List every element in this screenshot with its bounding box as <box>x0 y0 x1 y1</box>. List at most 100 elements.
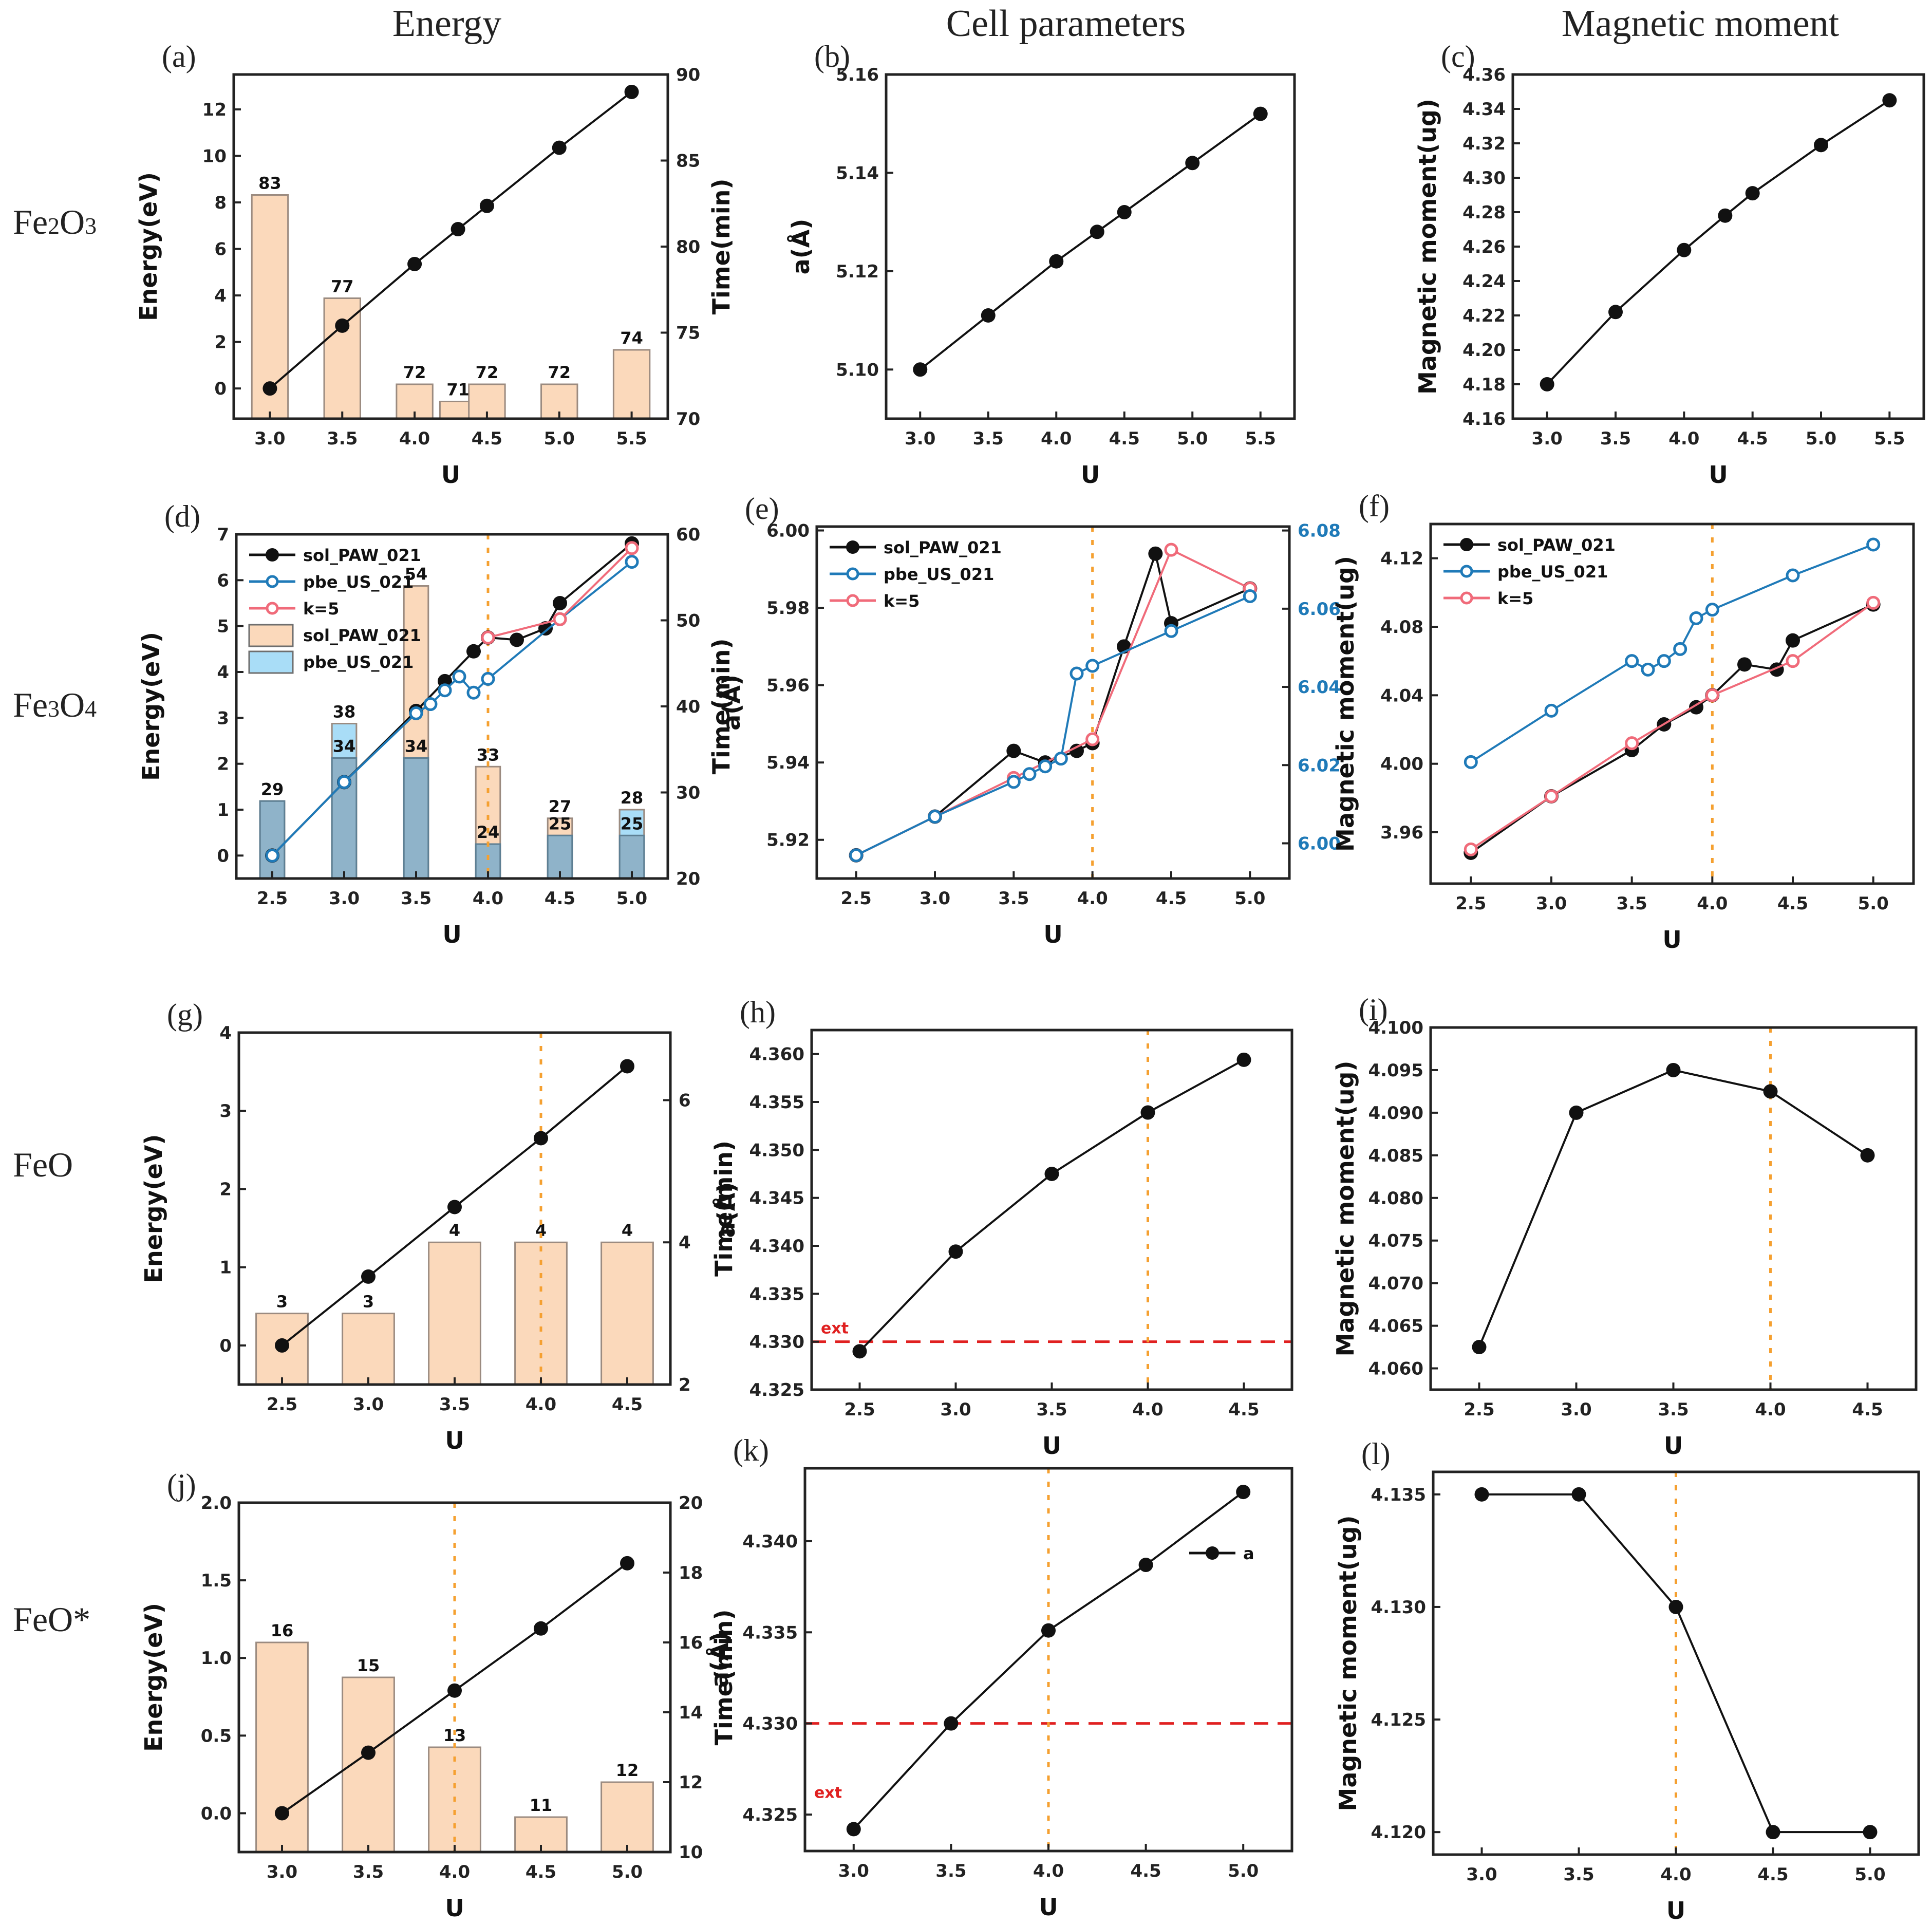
y2-tick-label: 50 <box>676 611 700 631</box>
chart-panel-e: (e) 2.5 3.0 3.5 4.0 4.5 5.0 5.92 5.94 5.96 5.98 6.0… <box>718 492 1341 948</box>
data-point <box>1786 654 1800 668</box>
y2-tick-label: 12 <box>679 1772 703 1793</box>
y-tick-label: 1 <box>217 800 229 820</box>
x-tick-label: 5.0 <box>1854 1864 1885 1885</box>
data-point <box>1866 595 1881 610</box>
y-tick-label: 4.16 <box>1462 409 1506 429</box>
bar-value-label: 72 <box>476 363 499 382</box>
y-axis-title: Magnetic moment(ug) <box>1414 99 1441 395</box>
data-point <box>534 1131 548 1146</box>
x-tick-label: 3.0 <box>1561 1399 1591 1420</box>
data-point <box>451 222 465 237</box>
bar-value-label: 83 <box>258 174 282 193</box>
panel-label: (j) <box>167 1468 196 1502</box>
panel-label: (k) <box>733 1433 769 1467</box>
x-tick-label: 5.0 <box>544 428 575 449</box>
bar-value-label: 27 <box>549 797 572 816</box>
y2-tick-label: 60 <box>676 525 700 545</box>
bar-value-label: 16 <box>271 1621 294 1640</box>
x-tick-label: 2.5 <box>1455 893 1486 914</box>
y2-axis-title: Time(min) <box>710 1141 738 1277</box>
y-tick-label: 0 <box>219 1336 232 1356</box>
bar-value-label: 72 <box>403 363 426 382</box>
bar-time <box>612 349 651 420</box>
panel-label: (f) <box>1359 489 1390 523</box>
y-tick-label: 4.28 <box>1462 202 1506 223</box>
legend-label: sol_PAW_021 <box>884 538 1002 557</box>
data-point <box>846 1822 861 1837</box>
y-tick-label: 4.04 <box>1380 685 1423 706</box>
row-label-1: Fe3O4 <box>13 685 97 724</box>
x-tick-label: 3.0 <box>353 1394 384 1415</box>
panel-label: (h) <box>740 995 776 1029</box>
y-tick-label: 3.96 <box>1380 823 1423 843</box>
data-point <box>625 541 639 555</box>
y-tick-label: 3 <box>219 1101 232 1122</box>
bar-value-label: 74 <box>620 328 643 348</box>
y-tick-label: 0 <box>217 846 229 866</box>
x-tick-label: 5.0 <box>616 888 647 909</box>
x-tick-label: 3.5 <box>353 1862 384 1882</box>
y2-tick-label: 6.00 <box>1298 834 1341 854</box>
y-tick-label: 4.085 <box>1368 1146 1423 1166</box>
data-point <box>466 644 481 659</box>
y-tick-label: 5.96 <box>766 676 810 696</box>
formula-part: O <box>60 202 85 241</box>
bar-value-label: 28 <box>621 788 644 808</box>
x-tick-label: 2.5 <box>844 1399 875 1420</box>
data-point <box>361 1269 376 1284</box>
y-tick-label: 4.350 <box>749 1140 804 1161</box>
data-point <box>1236 1485 1251 1500</box>
bar-value-label: 13 <box>443 1726 466 1745</box>
data-point <box>1185 156 1200 171</box>
y-tick-label: 8 <box>214 193 227 213</box>
x-tick-label: 5.0 <box>1858 893 1889 914</box>
x-tick-label: 5.0 <box>612 1862 643 1882</box>
data-point <box>1070 743 1084 758</box>
x-tick-label: 3.5 <box>1600 428 1631 449</box>
y-axis-title: Magnetic moment(ug) <box>1331 556 1359 852</box>
y-tick-label: 7 <box>217 525 229 545</box>
x-tick-label: 3.0 <box>254 428 285 449</box>
data-point <box>1608 305 1623 320</box>
y-tick-label: 4.345 <box>749 1188 804 1209</box>
panel-label: (i) <box>1359 993 1388 1026</box>
series-line-magnetic-moment <box>1478 1069 1868 1348</box>
y-axis-title: a(Å) <box>712 1182 740 1238</box>
y-axis-title: Magnetic moment(ug) <box>1331 1061 1359 1357</box>
chart-panel-h: (h) ext 2.5 3.0 3.5 4.0 4.5 4.325 4.330 4.335 4.34… <box>712 995 1293 1460</box>
y-tick-label: 4 <box>214 286 227 306</box>
x-tick-label: 3.5 <box>1036 1399 1067 1420</box>
chart-panel-i: (i) 2.5 3.0 3.5 4.0 4.5 4.060 4.065 4.070 4.075 4.… <box>1331 993 1918 1460</box>
y-tick-label: 4.12 <box>1380 549 1423 569</box>
series-line-a <box>859 1059 1245 1352</box>
bar-value-label: 3 <box>363 1292 374 1312</box>
data-point <box>948 1244 963 1259</box>
y-tick-label: 4.335 <box>742 1622 798 1643</box>
y-tick-label: 4.335 <box>749 1284 804 1304</box>
legend-label: sol_PAW_021 <box>1497 535 1616 555</box>
data-point <box>1863 1825 1878 1840</box>
data-point <box>466 685 481 700</box>
x-tick-label: 3.5 <box>998 888 1029 909</box>
formula-part: FeO <box>13 1145 73 1184</box>
y-tick-label: 1 <box>219 1258 232 1278</box>
legend-marker <box>1460 591 1473 605</box>
data-point <box>1625 654 1639 668</box>
y2-tick-label: 20 <box>679 1493 703 1513</box>
y-tick-label: 4.065 <box>1368 1316 1423 1337</box>
data-point <box>1070 666 1084 681</box>
legend-label: pbe_US_021 <box>303 652 414 672</box>
x-axis-title: U <box>1043 921 1062 948</box>
y-tick-label: 4.340 <box>742 1531 798 1552</box>
data-point <box>1164 624 1178 638</box>
data-point <box>1474 1487 1489 1502</box>
data-point <box>625 555 639 569</box>
x-tick-label: 4.5 <box>612 1394 643 1415</box>
x-tick-label: 3.5 <box>327 428 358 449</box>
legend-label: pbe_US_021 <box>303 572 414 592</box>
data-point <box>1673 642 1687 656</box>
x-axis-title: U <box>445 1894 464 1922</box>
bar-value-label-inner: 34 <box>333 737 356 756</box>
